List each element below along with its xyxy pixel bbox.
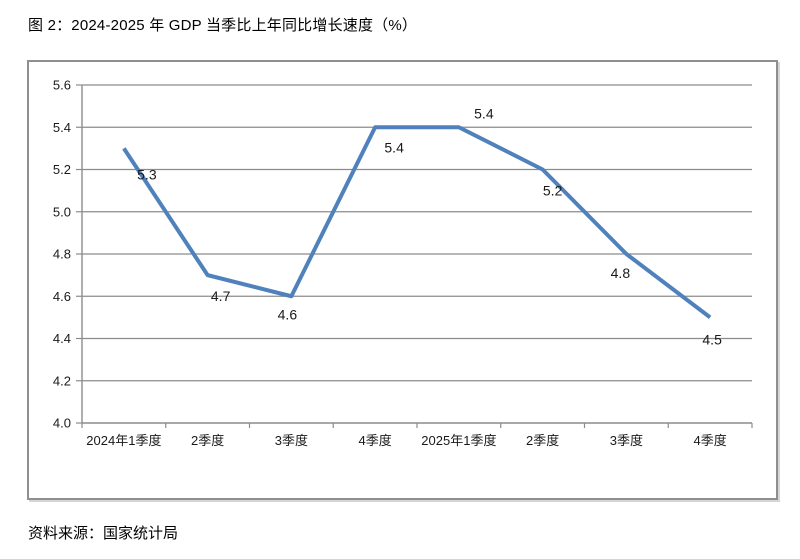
- data-point-label: 4.6: [278, 306, 298, 322]
- x-axis-tick-label: 3季度: [610, 433, 643, 448]
- y-axis-tick-label: 5.0: [53, 204, 71, 219]
- data-point-label: 5.3: [137, 166, 157, 182]
- data-point-label: 4.7: [211, 288, 231, 304]
- y-axis-tick-label: 4.8: [53, 247, 71, 262]
- y-axis-tick-label: 4.2: [53, 373, 71, 388]
- x-axis-tick-label: 3季度: [275, 433, 308, 448]
- gdp-data-line: [122, 125, 712, 319]
- x-axis-tick-label: 2季度: [526, 433, 559, 448]
- y-axis-tick-label: 5.2: [53, 162, 71, 177]
- y-axis-tick-label: 4.6: [53, 289, 71, 304]
- y-axis-tick-label: 5.4: [53, 120, 71, 135]
- data-point-label: 4.5: [702, 331, 722, 347]
- data-point-label: 5.2: [543, 183, 563, 199]
- x-axis-tick-label: 4季度: [694, 433, 727, 448]
- data-point-label: 4.8: [611, 265, 631, 281]
- chart-svg: 4.0 4.2 4.4 4.6 4.8 5.0 5.2 5.4 5.6 2024年1季度 2季度 3季…: [53, 78, 753, 448]
- x-axis-tick-label: 4季度: [359, 433, 392, 448]
- y-axis-tick-label: 5.6: [53, 78, 71, 93]
- y-axis-tick-label: 4.4: [53, 331, 71, 346]
- source-note: 资料来源：国家统计局: [28, 525, 179, 542]
- y-axis-tick-label: 4.0: [53, 416, 71, 431]
- data-point-label: 5.4: [474, 105, 494, 121]
- x-axis-tick-label: 2季度: [191, 433, 224, 448]
- chart-area: 4.0 4.2 4.4 4.6 4.8 5.0 5.2 5.4 5.6 2024年1季度 2季度 3季…: [27, 60, 778, 500]
- data-point-label: 5.4: [384, 139, 404, 155]
- figure-title: 图 2：2024-2025 年 GDP 当季比上年同比增长速度（%）: [28, 17, 418, 34]
- x-axis-tick-label: 2024年1季度: [86, 433, 161, 448]
- x-axis-tick-label: 2025年1季度: [421, 433, 496, 448]
